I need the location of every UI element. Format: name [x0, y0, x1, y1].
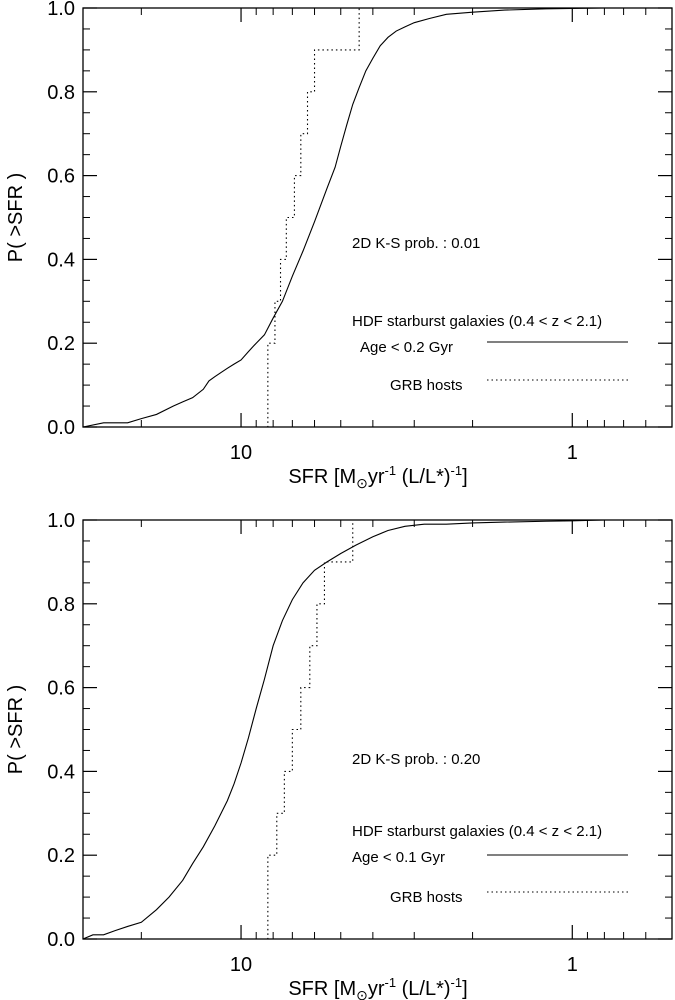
x-tick-label: 1 [567, 442, 578, 464]
plot-frame [82, 7, 673, 428]
y-tick-label: 0.2 [47, 333, 75, 355]
y-tick-label: 0.6 [47, 678, 75, 700]
y-tick-label: 1.0 [47, 0, 75, 20]
y-tick-label: 0.8 [47, 594, 75, 616]
x-axis-label: SFR [M⊙yr-1 (L/L*)-1] [288, 463, 467, 491]
x-tick-label: 1 [567, 954, 578, 976]
series-line-starburst [83, 520, 672, 939]
y-tick-label: 0.0 [47, 417, 75, 439]
legend-title: HDF starburst galaxies (0.4 < z < 2.1) [352, 313, 602, 330]
ks-probability-text: 2D K-S prob. : 0.20 [352, 751, 480, 768]
y-tick-label: 0.4 [47, 249, 75, 271]
ks-probability-text: 2D K-S prob. : 0.01 [352, 235, 480, 252]
y-tick-label: 0.4 [47, 761, 75, 783]
series-line-starburst [83, 8, 672, 427]
y-axis-label: P( >SFR ) [5, 685, 27, 774]
plot-frame [82, 519, 673, 940]
y-tick-label: 0.8 [47, 82, 75, 104]
legend-label-grb-hosts: GRB hosts [390, 889, 463, 906]
x-axis-label: SFR [M⊙yr-1 (L/L*)-1] [288, 975, 467, 1000]
chart-panel-bottom: 0.0 0.2 0.4 0.6 0.8 1.0 10 1 P( >SFR ) SFR [M⊙yr-… [5, 510, 673, 1000]
legend-label-starburst: Age < 0.2 Gyr [360, 339, 453, 356]
legend-label-grb-hosts: GRB hosts [390, 377, 463, 394]
y-tick-label: 0.0 [47, 929, 75, 951]
y-axis-label: P( >SFR ) [5, 173, 27, 262]
series-step-grb-hosts [83, 520, 672, 939]
legend-title: HDF starburst galaxies (0.4 < z < 2.1) [352, 823, 602, 840]
x-tick-label: 10 [230, 954, 252, 976]
y-tick-label: 0.2 [47, 845, 75, 867]
chart-panel-top: 0.0 0.2 0.4 0.6 0.8 1.0 10 1 P( >SFR ) SFR [M⊙yr-… [5, 0, 673, 491]
x-tick-label: 10 [230, 442, 252, 464]
y-tick-label: 1.0 [47, 510, 75, 532]
series-step-grb-hosts [83, 8, 672, 427]
legend-label-starburst: Age < 0.1 Gyr [352, 849, 445, 866]
y-tick-label: 0.6 [47, 166, 75, 188]
